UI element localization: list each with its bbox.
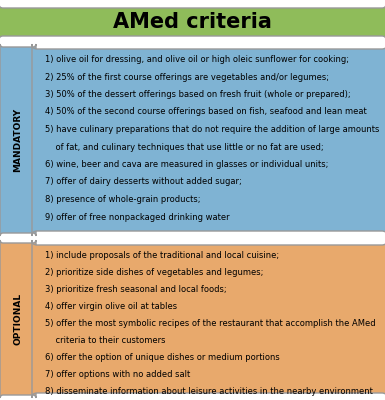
- FancyBboxPatch shape: [32, 44, 385, 236]
- Text: 7) offer of dairy desserts without added sugar;: 7) offer of dairy desserts without added…: [45, 178, 242, 186]
- Text: 3) 50% of the dessert offerings based on fresh fruit (whole or prepared);: 3) 50% of the dessert offerings based on…: [45, 90, 351, 99]
- Text: 2) prioritize side dishes of vegetables and legumes;: 2) prioritize side dishes of vegetables …: [45, 268, 263, 277]
- Text: 2) 25% of the first course offerings are vegetables and/or legumes;: 2) 25% of the first course offerings are…: [45, 72, 329, 82]
- Text: MANDATORY: MANDATORY: [13, 108, 22, 172]
- Text: 8) disseminate information about leisure activities in the nearby environment: 8) disseminate information about leisure…: [45, 387, 373, 396]
- Text: 6) wine, beer and cava are measured in glasses or individual units;: 6) wine, beer and cava are measured in g…: [45, 160, 328, 169]
- Text: 8) presence of whole-grain products;: 8) presence of whole-grain products;: [45, 195, 201, 204]
- Text: 6) offer the option of unique dishes or medium portions: 6) offer the option of unique dishes or …: [45, 353, 280, 362]
- Text: 9) offer of free nonpackaged drinking water: 9) offer of free nonpackaged drinking wa…: [45, 212, 229, 222]
- Text: of fat, and culinary techniques that use little or no fat are used;: of fat, and culinary techniques that use…: [45, 142, 324, 152]
- Text: 1) olive oil for dressing, and olive oil or high oleic sunflower for cooking;: 1) olive oil for dressing, and olive oil…: [45, 55, 349, 64]
- Text: AMed criteria: AMed criteria: [113, 12, 272, 32]
- FancyBboxPatch shape: [32, 240, 385, 398]
- FancyBboxPatch shape: [0, 4, 385, 40]
- Text: OPTIONAL: OPTIONAL: [13, 293, 22, 345]
- Text: 7) offer options with no added salt: 7) offer options with no added salt: [45, 370, 190, 379]
- Text: 4) 50% of the second course offerings based on fish, seafood and lean meat: 4) 50% of the second course offerings ba…: [45, 108, 367, 116]
- Text: 1) include proposals of the traditional and local cuisine;: 1) include proposals of the traditional …: [45, 251, 279, 260]
- Text: criteria to their customers: criteria to their customers: [45, 336, 166, 345]
- Text: 4) offer virgin olive oil at tables: 4) offer virgin olive oil at tables: [45, 302, 177, 311]
- Text: 5) offer the most symbolic recipes of the restaurant that accomplish the AMed: 5) offer the most symbolic recipes of th…: [45, 319, 376, 328]
- FancyBboxPatch shape: [0, 44, 36, 236]
- FancyBboxPatch shape: [0, 240, 36, 398]
- Text: 3) prioritize fresh seasonal and local foods;: 3) prioritize fresh seasonal and local f…: [45, 285, 227, 294]
- Text: 5) have culinary preparations that do not require the addition of large amounts: 5) have culinary preparations that do no…: [45, 125, 379, 134]
